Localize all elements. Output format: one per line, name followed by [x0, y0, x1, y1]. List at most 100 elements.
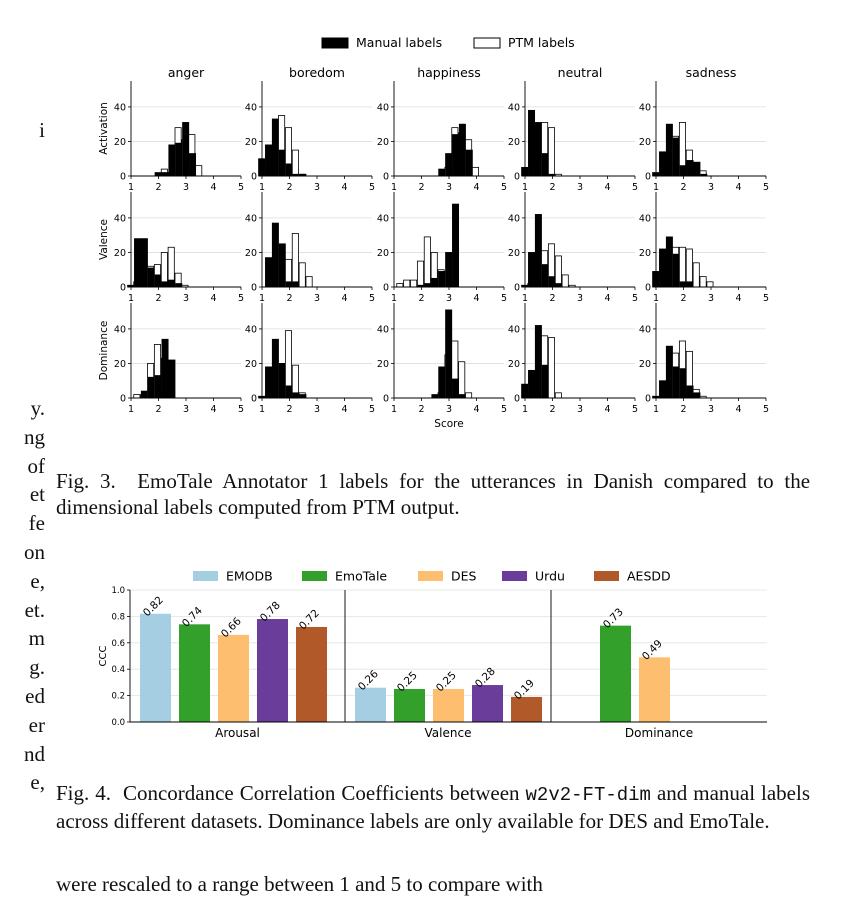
y-tick-label: 40 [377, 213, 389, 224]
bar-manual [161, 172, 169, 177]
panel-activation-happiness: 0 20 40 1 2 3 4 5 happiness [377, 65, 507, 193]
x-axis-label: Score [434, 418, 463, 430]
bar-manual [271, 338, 279, 399]
y-tick-label: 20 [377, 248, 389, 259]
x-tick-label: 4 [735, 293, 741, 304]
bar-aesdd-valence [511, 696, 542, 722]
y-tick-label: 40 [245, 324, 257, 335]
x-tick-label: 2 [155, 404, 161, 415]
fragment-line: ed [25, 683, 45, 708]
bar-des-arousal [218, 634, 249, 722]
y-tick-label: 0 [251, 172, 257, 183]
x-tick-label: 3 [446, 182, 452, 193]
bar-emodb-valence [355, 687, 386, 722]
bar-ptm [692, 262, 700, 288]
bar-manual [154, 375, 162, 399]
x-tick-label: 4 [604, 182, 610, 193]
x-tick-label: 2 [286, 182, 292, 193]
bar-ptm [547, 127, 555, 177]
fragment-line: of [27, 453, 46, 478]
x-tick-label: 4 [341, 293, 347, 304]
fragment-line: e, [30, 770, 45, 795]
y-tick-label: 40 [245, 213, 257, 224]
bar-manual [285, 281, 293, 288]
bar-manual [693, 161, 701, 177]
bar-manual [424, 283, 432, 288]
fig4-caption-post: and manual labels across different datas… [56, 781, 811, 833]
bar-manual [285, 163, 293, 177]
bar-manual [140, 390, 148, 399]
x-tick-label: 4 [604, 293, 610, 304]
y-tick-label: 0 [514, 283, 520, 294]
y-tick-label: 0 [514, 394, 520, 405]
bar-des-dominance [639, 657, 670, 722]
bar-manual [445, 309, 453, 399]
bar-manual [285, 385, 293, 399]
x-tick-label: 5 [501, 404, 507, 415]
y-tick-label: 40 [245, 102, 257, 113]
bar-emotale-arousal [179, 624, 210, 722]
fig3-caption-text: EmoTale Annotator 1 labels for the utter… [56, 469, 811, 519]
x-tick-label: 1 [128, 182, 134, 193]
y-tick-label: 0.8 [111, 612, 125, 622]
bar-ptm [291, 233, 299, 288]
fig4-caption-label: Fig. 4. [56, 781, 111, 805]
y-tick-label: 0 [383, 283, 389, 294]
panel-valence-sadness: 0 20 40 1 2 3 4 5 [639, 192, 769, 304]
bar-manual [147, 267, 155, 288]
bar-manual [555, 283, 563, 288]
y-tick-label: 40 [114, 324, 126, 335]
legend-swatch-urdu [502, 571, 527, 581]
y-tick-label: 40 [508, 213, 520, 224]
x-tick-label: 4 [210, 182, 216, 193]
legend-label-manual: Manual labels [356, 35, 442, 50]
bar-urdu-arousal [257, 619, 288, 722]
y-tick-label: 40 [114, 213, 126, 224]
y-tick-label: 20 [639, 137, 651, 148]
bar-manual [458, 394, 466, 399]
x-tick-label: 1 [128, 293, 134, 304]
y-tick-label: 20 [377, 137, 389, 148]
x-tick-label: 1 [522, 404, 528, 415]
x-tick-label: 1 [653, 293, 659, 304]
x-tick-label: 3 [708, 404, 714, 415]
bar-ptm [561, 274, 569, 288]
column-title-neutral: neutral [558, 65, 603, 80]
x-tick-label: 3 [183, 404, 189, 415]
x-tick-label: 1 [391, 182, 397, 193]
bar-manual [168, 279, 176, 288]
bar-manual [154, 172, 162, 177]
panel-dominance-anger: 0 20 40 1 2 3 4 5 Dominance [98, 303, 244, 415]
bar-manual [534, 214, 542, 288]
column-title-happiness: happiness [417, 65, 481, 80]
x-tick-label: 5 [369, 404, 375, 415]
x-tick-label: 1 [522, 182, 528, 193]
bar-manual [665, 123, 673, 177]
bar-ptm [403, 279, 411, 288]
bar-manual [465, 149, 473, 177]
bar-manual [686, 160, 694, 177]
bar-manual [438, 168, 446, 177]
x-tick-label: 3 [314, 182, 320, 193]
bar-manual [672, 253, 680, 288]
y-tick-label: 40 [639, 213, 651, 224]
y-tick-label: 20 [245, 359, 257, 370]
bar-manual [541, 153, 549, 177]
x-tick-label: 4 [341, 182, 347, 193]
bar-ptm [706, 281, 714, 288]
bar-manual [154, 274, 162, 288]
x-tick-label: 2 [549, 404, 555, 415]
fragment-line: ng [24, 424, 45, 449]
x-tick-label: 1 [653, 404, 659, 415]
bar-manual [548, 276, 556, 288]
bar-ptm [458, 361, 466, 399]
bar-urdu-valence [472, 685, 503, 722]
bar-manual [659, 151, 667, 177]
panel-activation-anger: 0 20 40 1 2 3 4 5 anger Activation [98, 65, 244, 193]
bar-ptm [416, 260, 424, 288]
x-tick-label: 5 [238, 293, 244, 304]
panel-activation-neutral: 0 20 40 1 2 3 4 5 neutral [508, 65, 638, 193]
bar-emodb-arousal [140, 613, 171, 722]
